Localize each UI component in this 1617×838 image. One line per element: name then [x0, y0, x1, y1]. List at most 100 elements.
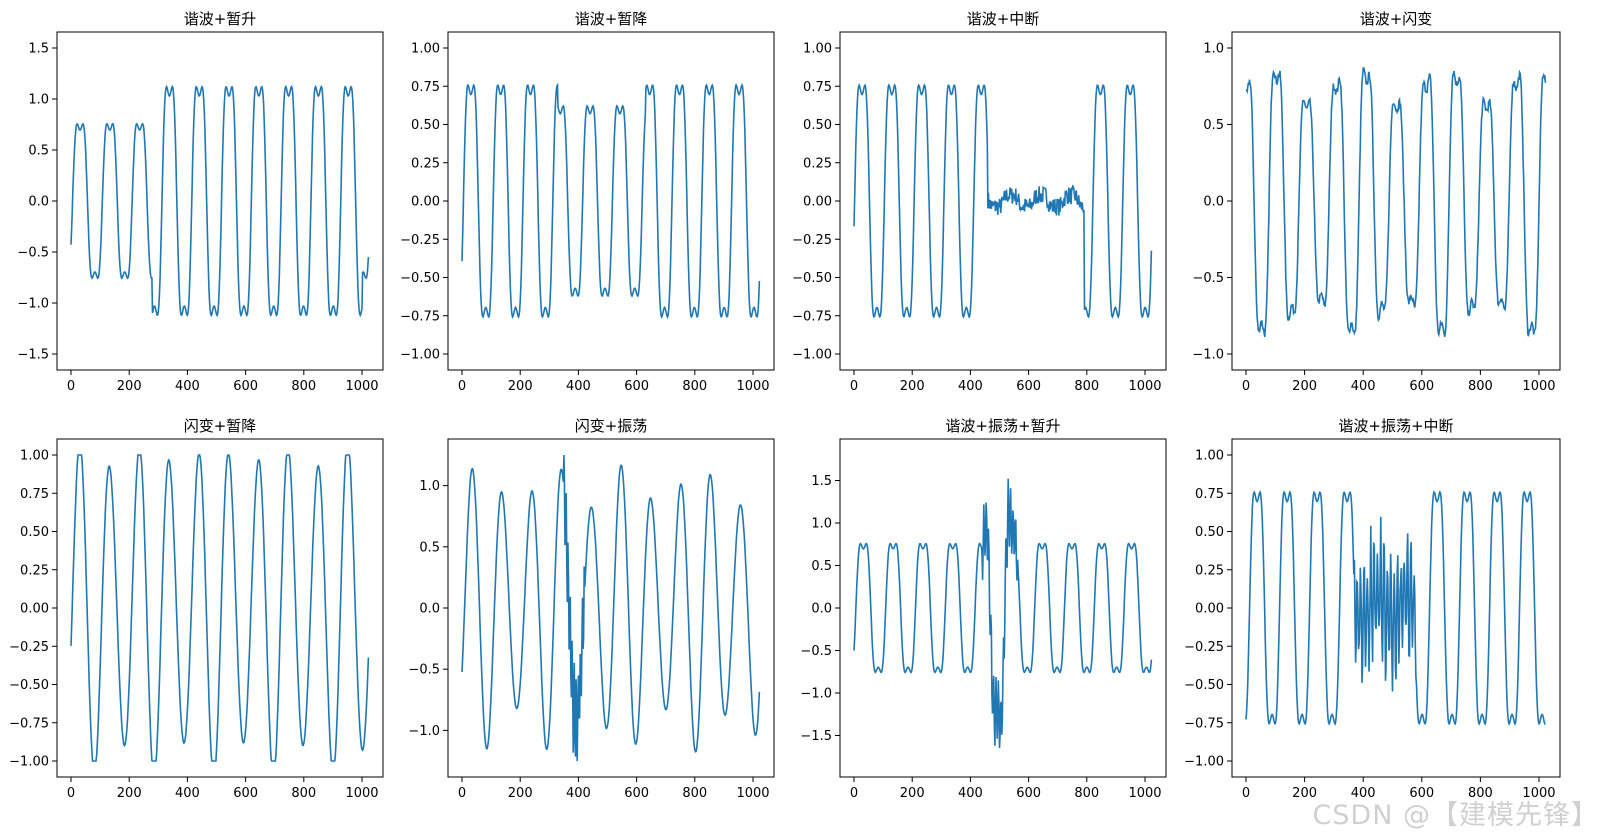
series-line: [461, 454, 761, 762]
x-tick-label: 600: [1016, 786, 1041, 801]
x-tick-label: 800: [291, 786, 316, 801]
y-tick-label: −1.0: [800, 687, 832, 702]
y-tick-label: −1.00: [400, 348, 440, 363]
subplot-3: 谐波+中断 0 200 400 600 800 1000 −1.00 −0.75 −0.50 −0.…: [792, 10, 1167, 394]
y-tick-label: 0.0: [1203, 195, 1224, 210]
series-line: [461, 82, 761, 319]
x-tick-label: 1000: [1522, 379, 1555, 394]
y-tick-label: 0.50: [411, 118, 440, 133]
x-tick-label: 400: [958, 379, 983, 394]
axes-frame: [839, 438, 1167, 778]
x-tick-label: 600: [1016, 379, 1041, 394]
x-tick-label: 0: [67, 786, 75, 801]
x-tick-label: 200: [117, 379, 142, 394]
x-tick-label: 1000: [736, 379, 769, 394]
series-line: [1245, 490, 1546, 726]
subplot-title: 闪变+暂降: [184, 417, 257, 435]
y-tick-label: 0.0: [811, 602, 832, 617]
y-tick-label: 0.00: [1195, 602, 1224, 617]
y-tick-label: −0.75: [400, 309, 440, 324]
x-tick-label: 600: [1409, 786, 1434, 801]
y-tick-label: 1.00: [803, 42, 832, 57]
x-tick-label: 400: [175, 379, 200, 394]
y-tick-label: 0.75: [20, 487, 49, 502]
y-tick-label: 0.0: [419, 602, 440, 617]
y-tick-label: 0.75: [411, 80, 440, 95]
y-tick-label: 1.0: [1203, 42, 1224, 57]
x-tick-label: 0: [1242, 786, 1250, 801]
axes-frame: [839, 31, 1167, 371]
y-tick-label: 0.75: [1195, 487, 1224, 502]
y-tick-label: −0.50: [792, 271, 832, 286]
subplot-1: 谐波+暂升 0 200 400 600 800 1000 −1.5 −1.0 −0.5 0.0 0.5…: [17, 10, 384, 394]
y-tick-label: −0.5: [1192, 271, 1224, 286]
y-tick-label: −0.5: [17, 246, 49, 261]
x-tick-label: 200: [1292, 379, 1317, 394]
x-tick-label: 200: [117, 786, 142, 801]
subplot-6: 闪变+振荡 0 200 400 600 800 1000 −1.0 −0.5 0.0 0.5 1.0: [408, 417, 775, 801]
series-line: [70, 84, 370, 318]
y-tick-label: 0.5: [28, 144, 49, 159]
x-tick-label: 400: [566, 379, 591, 394]
y-tick-label: 1.00: [1195, 449, 1224, 464]
y-tick-label: 0.00: [20, 602, 49, 617]
y-tick-label: −0.5: [408, 663, 440, 678]
x-tick-label: 200: [508, 786, 533, 801]
y-tick-label: −0.5: [800, 644, 832, 659]
x-tick-label: 1000: [1522, 786, 1555, 801]
y-tick-label: −1.0: [408, 724, 440, 739]
series-line: [853, 83, 1153, 319]
subplot-title: 谐波+暂降: [575, 10, 648, 28]
subplot-7: 谐波+振荡+暂升 0 200 400 600 800 1000 −1.5 −1.0 −0.5 0.0…: [800, 417, 1167, 801]
series-line: [1245, 67, 1547, 338]
y-tick-label: −0.75: [1184, 716, 1224, 731]
y-tick-label: −0.75: [792, 309, 832, 324]
x-tick-label: 1000: [1128, 786, 1161, 801]
axes-frame: [447, 438, 775, 778]
subplot-5: 闪变+暂降 0 200 400 600 800 1000 −1.00 −0.75 −0.50 −0.…: [9, 417, 384, 801]
y-tick-label: −0.25: [792, 233, 832, 248]
x-tick-label: 0: [458, 786, 466, 801]
subplot-title: 谐波+振荡+中断: [1338, 417, 1453, 435]
y-tick-label: 0.5: [419, 540, 440, 555]
y-tick-label: −0.50: [1184, 678, 1224, 693]
x-tick-label: 400: [175, 786, 200, 801]
subplot-4: 谐波+闪变 0 200 400 600 800 1000 −1.0 −0.5 0.0 0.5 1.0: [1192, 10, 1561, 394]
x-tick-label: 200: [900, 786, 925, 801]
y-tick-label: 0.50: [20, 525, 49, 540]
y-tick-label: −0.25: [1184, 640, 1224, 655]
y-tick-label: −1.5: [17, 348, 49, 363]
x-tick-label: 600: [624, 786, 649, 801]
x-tick-label: 200: [900, 379, 925, 394]
x-tick-label: 800: [682, 786, 707, 801]
y-tick-label: 1.0: [28, 93, 49, 108]
x-tick-label: 1000: [1128, 379, 1161, 394]
subplot-title: 谐波+中断: [967, 10, 1040, 28]
x-tick-label: 0: [1242, 379, 1250, 394]
y-tick-label: 0.25: [411, 156, 440, 171]
x-tick-label: 200: [508, 379, 533, 394]
y-tick-label: 0.75: [803, 80, 832, 95]
x-tick-label: 0: [850, 786, 858, 801]
y-tick-label: 1.0: [419, 479, 440, 494]
y-tick-label: 0.5: [811, 559, 832, 574]
axes-frame: [56, 31, 384, 371]
y-tick-label: 0.50: [1195, 525, 1224, 540]
y-tick-label: −0.75: [9, 716, 49, 731]
x-tick-label: 400: [958, 786, 983, 801]
x-tick-label: 0: [850, 379, 858, 394]
axes-frame: [447, 31, 775, 371]
y-tick-label: −1.00: [792, 348, 832, 363]
y-tick-label: 1.5: [28, 42, 49, 57]
y-tick-label: 0.50: [803, 118, 832, 133]
y-tick-label: 1.5: [811, 474, 832, 489]
y-tick-label: 0.0: [28, 195, 49, 210]
x-tick-label: 0: [458, 379, 466, 394]
y-tick-label: −0.25: [400, 233, 440, 248]
y-tick-label: −1.0: [1192, 348, 1224, 363]
csdn-watermark: CSDN @【建模先锋】: [1312, 800, 1599, 831]
subplot-8: 谐波+振荡+中断 0 200 400 600 800 1000 −1.00 −0.75 −0.50…: [1184, 417, 1561, 801]
y-tick-label: 0.25: [1195, 563, 1224, 578]
x-tick-label: 0: [67, 379, 75, 394]
